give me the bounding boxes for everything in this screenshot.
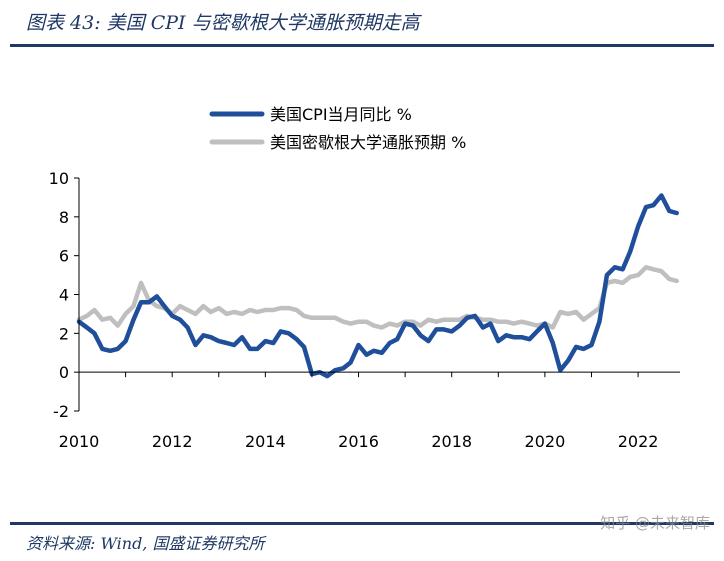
y-tick-label: 4	[59, 286, 69, 305]
x-tick-label: 2012	[152, 432, 193, 451]
x-tick-label: 2018	[431, 432, 472, 451]
figure-title: 图表 43: 美国 CPI 与密歇根大学通胀预期走高	[26, 12, 420, 34]
x-tick-label: 2020	[525, 432, 566, 451]
x-tick-label: 2010	[59, 432, 100, 451]
legend-label-cpi: 美国CPI当月同比 %	[270, 105, 412, 124]
watermark: 知乎 @未来智库	[600, 514, 710, 532]
y-tick-label: 2	[59, 324, 69, 343]
y-tick-label: 10	[49, 169, 69, 188]
y-tick-label: 8	[59, 208, 69, 227]
y-tick-label: 0	[59, 363, 69, 382]
figure-footer: 资料来源: Wind, 国盛证券研究所	[10, 522, 714, 561]
x-tick-label: 2016	[338, 432, 379, 451]
y-tick-label: -2	[53, 402, 69, 421]
cpi-series-line	[76, 193, 679, 379]
line-chart: -2 0 2 4 6 8 10 2010 2012 2014 2016 2018 2020 2022 美国C…	[49, 105, 680, 451]
x-tick-label: 2014	[245, 432, 286, 451]
expectation-series-line	[76, 265, 679, 330]
figure-header: 图表 43: 美国 CPI 与密歇根大学通胀预期走高	[10, 0, 714, 47]
data-source: 资料来源: Wind, 国盛证券研究所	[26, 534, 265, 553]
y-tick-label: 6	[59, 247, 69, 266]
x-tick-label: 2022	[618, 432, 659, 451]
legend-label-expectation: 美国密歇根大学通胀预期 %	[270, 133, 466, 152]
